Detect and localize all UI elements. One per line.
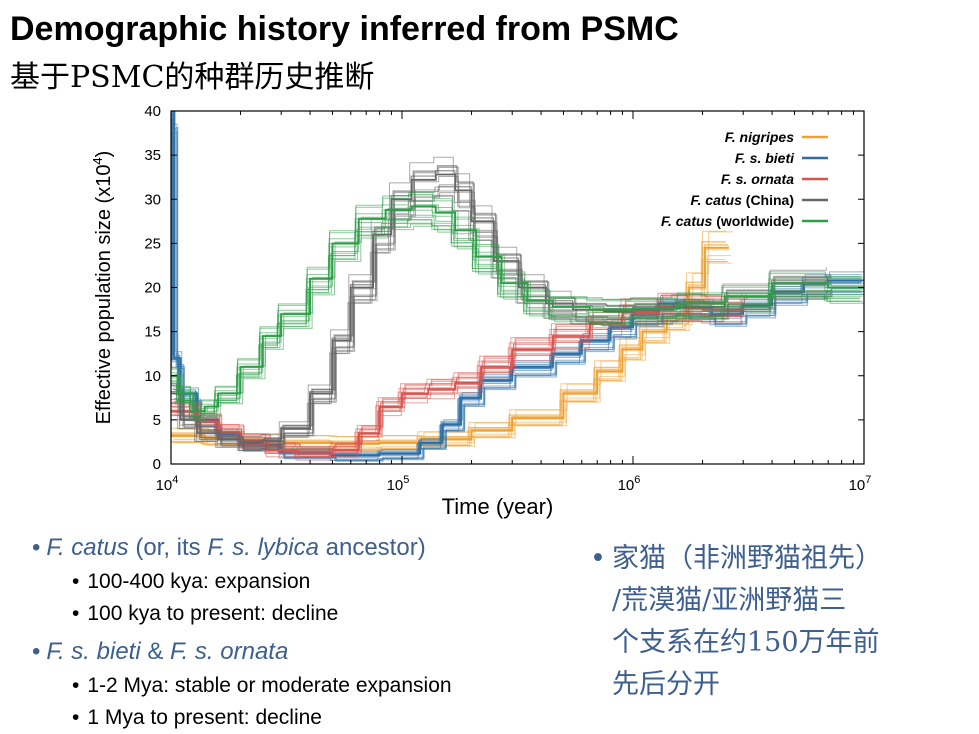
sub-bullet: • 1 Mya to present: decline <box>72 706 322 729</box>
x-tick-label: 106 <box>618 474 641 494</box>
bullet-f-catus: • F. catus (or, its F. s. lybica ancestor… <box>32 534 426 561</box>
bullet-text-part: F. s. ornata <box>170 638 289 665</box>
x-tick-label: 104 <box>156 474 179 494</box>
x-tick-label: 107 <box>849 474 872 494</box>
bootstrap-line <box>171 216 863 417</box>
y-tick-label: 0 <box>153 456 161 473</box>
bullet-text-part: & <box>140 638 171 665</box>
series-4 <box>171 191 864 421</box>
bootstrap-line <box>173 293 747 448</box>
y-tick-label: 10 <box>144 368 161 385</box>
zh-line: 个支系在约150万年前 <box>612 627 880 658</box>
y-tick-label: 20 <box>144 280 161 297</box>
bullet-text-part: F. s. lybica <box>207 534 319 561</box>
y-tick-label: 35 <box>144 147 161 164</box>
bootstrap-line <box>173 225 864 421</box>
bullet-text-part: ancestor) <box>318 534 426 561</box>
bootstrap-line <box>171 191 862 405</box>
psmc-chart: 0 5 10 15 20 25 30 35 40 104 105 106 107 Time (year) E… <box>90 103 872 519</box>
bootstrap-line <box>171 214 864 416</box>
right-bullet-zh: • 家猫（非洲野猫祖先） /荒漠猫/亚洲野猫三 个支系在约150万年前 先后分开 <box>590 538 970 706</box>
zh-line: 先后分开 <box>612 669 720 700</box>
legend-label: F. nigripes <box>725 129 794 145</box>
x-axis-label: Time (year) <box>442 494 554 519</box>
bootstrap-line <box>172 165 831 440</box>
legend-label: F. catus (China) <box>691 192 794 208</box>
bullet-text-part: F. catus <box>46 534 129 561</box>
sub-bullet: • 100-400 kya: expansion <box>72 570 311 593</box>
bootstrap-line <box>174 192 833 450</box>
zh-line: 家猫（非洲野猫祖先） <box>612 543 882 574</box>
y-tick-label: 5 <box>153 412 161 429</box>
bootstrap-line <box>171 200 861 410</box>
y-tick-label: 25 <box>144 235 161 252</box>
bullet-text-part: F. s. bieti <box>46 638 141 665</box>
slide-title-zh: 基于PSMC的种群历史推断 <box>10 60 375 95</box>
slide-title-en: Demographic history inferred from PSMC <box>10 10 679 48</box>
zh-line: /荒漠猫/亚洲野猫三 <box>612 585 847 616</box>
bootstrap-line <box>175 131 864 462</box>
y-tick-label: 40 <box>144 103 161 120</box>
left-bullet-list: • F. catus (or, its F. s. lybica ancestor… <box>32 530 592 734</box>
x-tick-label: 105 <box>387 474 410 494</box>
y-tick-label: 30 <box>144 191 161 208</box>
bullet-text-part: (or, its <box>128 534 208 561</box>
bootstrap-line <box>171 223 863 420</box>
legend-label: F. s. ornata <box>721 171 794 187</box>
bootstrap-line <box>171 194 861 406</box>
bullet-bieti-ornata: • F. s. bieti & F. s. ornata <box>32 638 289 665</box>
series-3 <box>171 156 833 452</box>
y-axis-label: Effective population size (x104) <box>90 151 115 425</box>
legend-label: F. s. bieti <box>735 150 795 166</box>
series-line <box>172 111 864 457</box>
series-line <box>171 205 864 412</box>
sub-bullet: • 1-2 Mya: stable or moderate expansion <box>72 674 452 697</box>
y-tick-label: 15 <box>144 324 161 341</box>
sub-bullet: • 100 kya to present: decline <box>72 602 339 625</box>
legend-label: F. catus (worldwide) <box>661 213 794 229</box>
